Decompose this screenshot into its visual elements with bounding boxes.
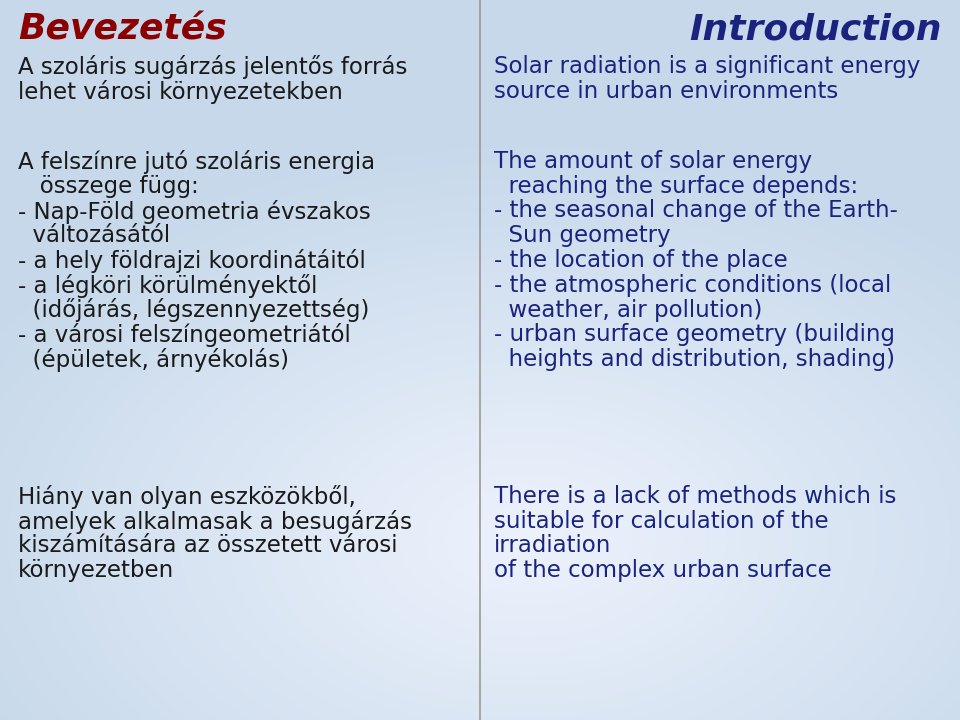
Text: irradiation: irradiation — [494, 534, 612, 557]
Text: source in urban environments: source in urban environments — [494, 80, 838, 103]
Text: (időjárás, légszennyezettség): (időjárás, légszennyezettség) — [18, 299, 370, 323]
Text: (épületek, árnyékolás): (épületek, árnyékolás) — [18, 348, 289, 372]
Text: of the complex urban surface: of the complex urban surface — [494, 559, 831, 582]
Text: - a légköri körülményektől: - a légköri körülményektől — [18, 274, 318, 298]
Text: - Nap-Föld geometria évszakos: - Nap-Föld geometria évszakos — [18, 199, 371, 223]
Text: - a hely földrajzi koordinátáitól: - a hely földrajzi koordinátáitól — [18, 249, 366, 273]
Text: Introduction: Introduction — [689, 12, 942, 46]
Text: - a városi felszíngeometriától: - a városi felszíngeometriától — [18, 323, 350, 347]
Text: lehet városi környezetekben: lehet városi környezetekben — [18, 80, 343, 104]
Text: környezetben: környezetben — [18, 559, 175, 582]
Text: összege függ:: összege függ: — [18, 175, 199, 198]
Text: suitable for calculation of the: suitable for calculation of the — [494, 510, 828, 533]
Text: amelyek alkalmasak a besugárzás: amelyek alkalmasak a besugárzás — [18, 510, 412, 534]
Text: The amount of solar energy: The amount of solar energy — [494, 150, 812, 173]
Text: Solar radiation is a significant energy: Solar radiation is a significant energy — [494, 55, 921, 78]
Text: weather, air pollution): weather, air pollution) — [494, 299, 762, 322]
Text: kiszámítására az összetett városi: kiszámítására az összetett városi — [18, 534, 397, 557]
Text: reaching the surface depends:: reaching the surface depends: — [494, 175, 858, 198]
Text: változásától: változásától — [18, 224, 170, 247]
Text: Sun geometry: Sun geometry — [494, 224, 671, 247]
Text: Hiány van olyan eszközökből,: Hiány van olyan eszközökből, — [18, 485, 356, 509]
Text: A felszínre jutó szoláris energia: A felszínre jutó szoláris energia — [18, 150, 375, 174]
Text: heights and distribution, shading): heights and distribution, shading) — [494, 348, 895, 371]
Text: A szoláris sugárzás jelentős forrás: A szoláris sugárzás jelentős forrás — [18, 55, 407, 79]
Text: - the atmospheric conditions (local: - the atmospheric conditions (local — [494, 274, 891, 297]
Text: - the location of the place: - the location of the place — [494, 249, 788, 272]
Text: Bevezetés: Bevezetés — [18, 12, 227, 46]
Text: There is a lack of methods which is: There is a lack of methods which is — [494, 485, 897, 508]
Text: - the seasonal change of the Earth-: - the seasonal change of the Earth- — [494, 199, 898, 222]
Text: - urban surface geometry (building: - urban surface geometry (building — [494, 323, 895, 346]
